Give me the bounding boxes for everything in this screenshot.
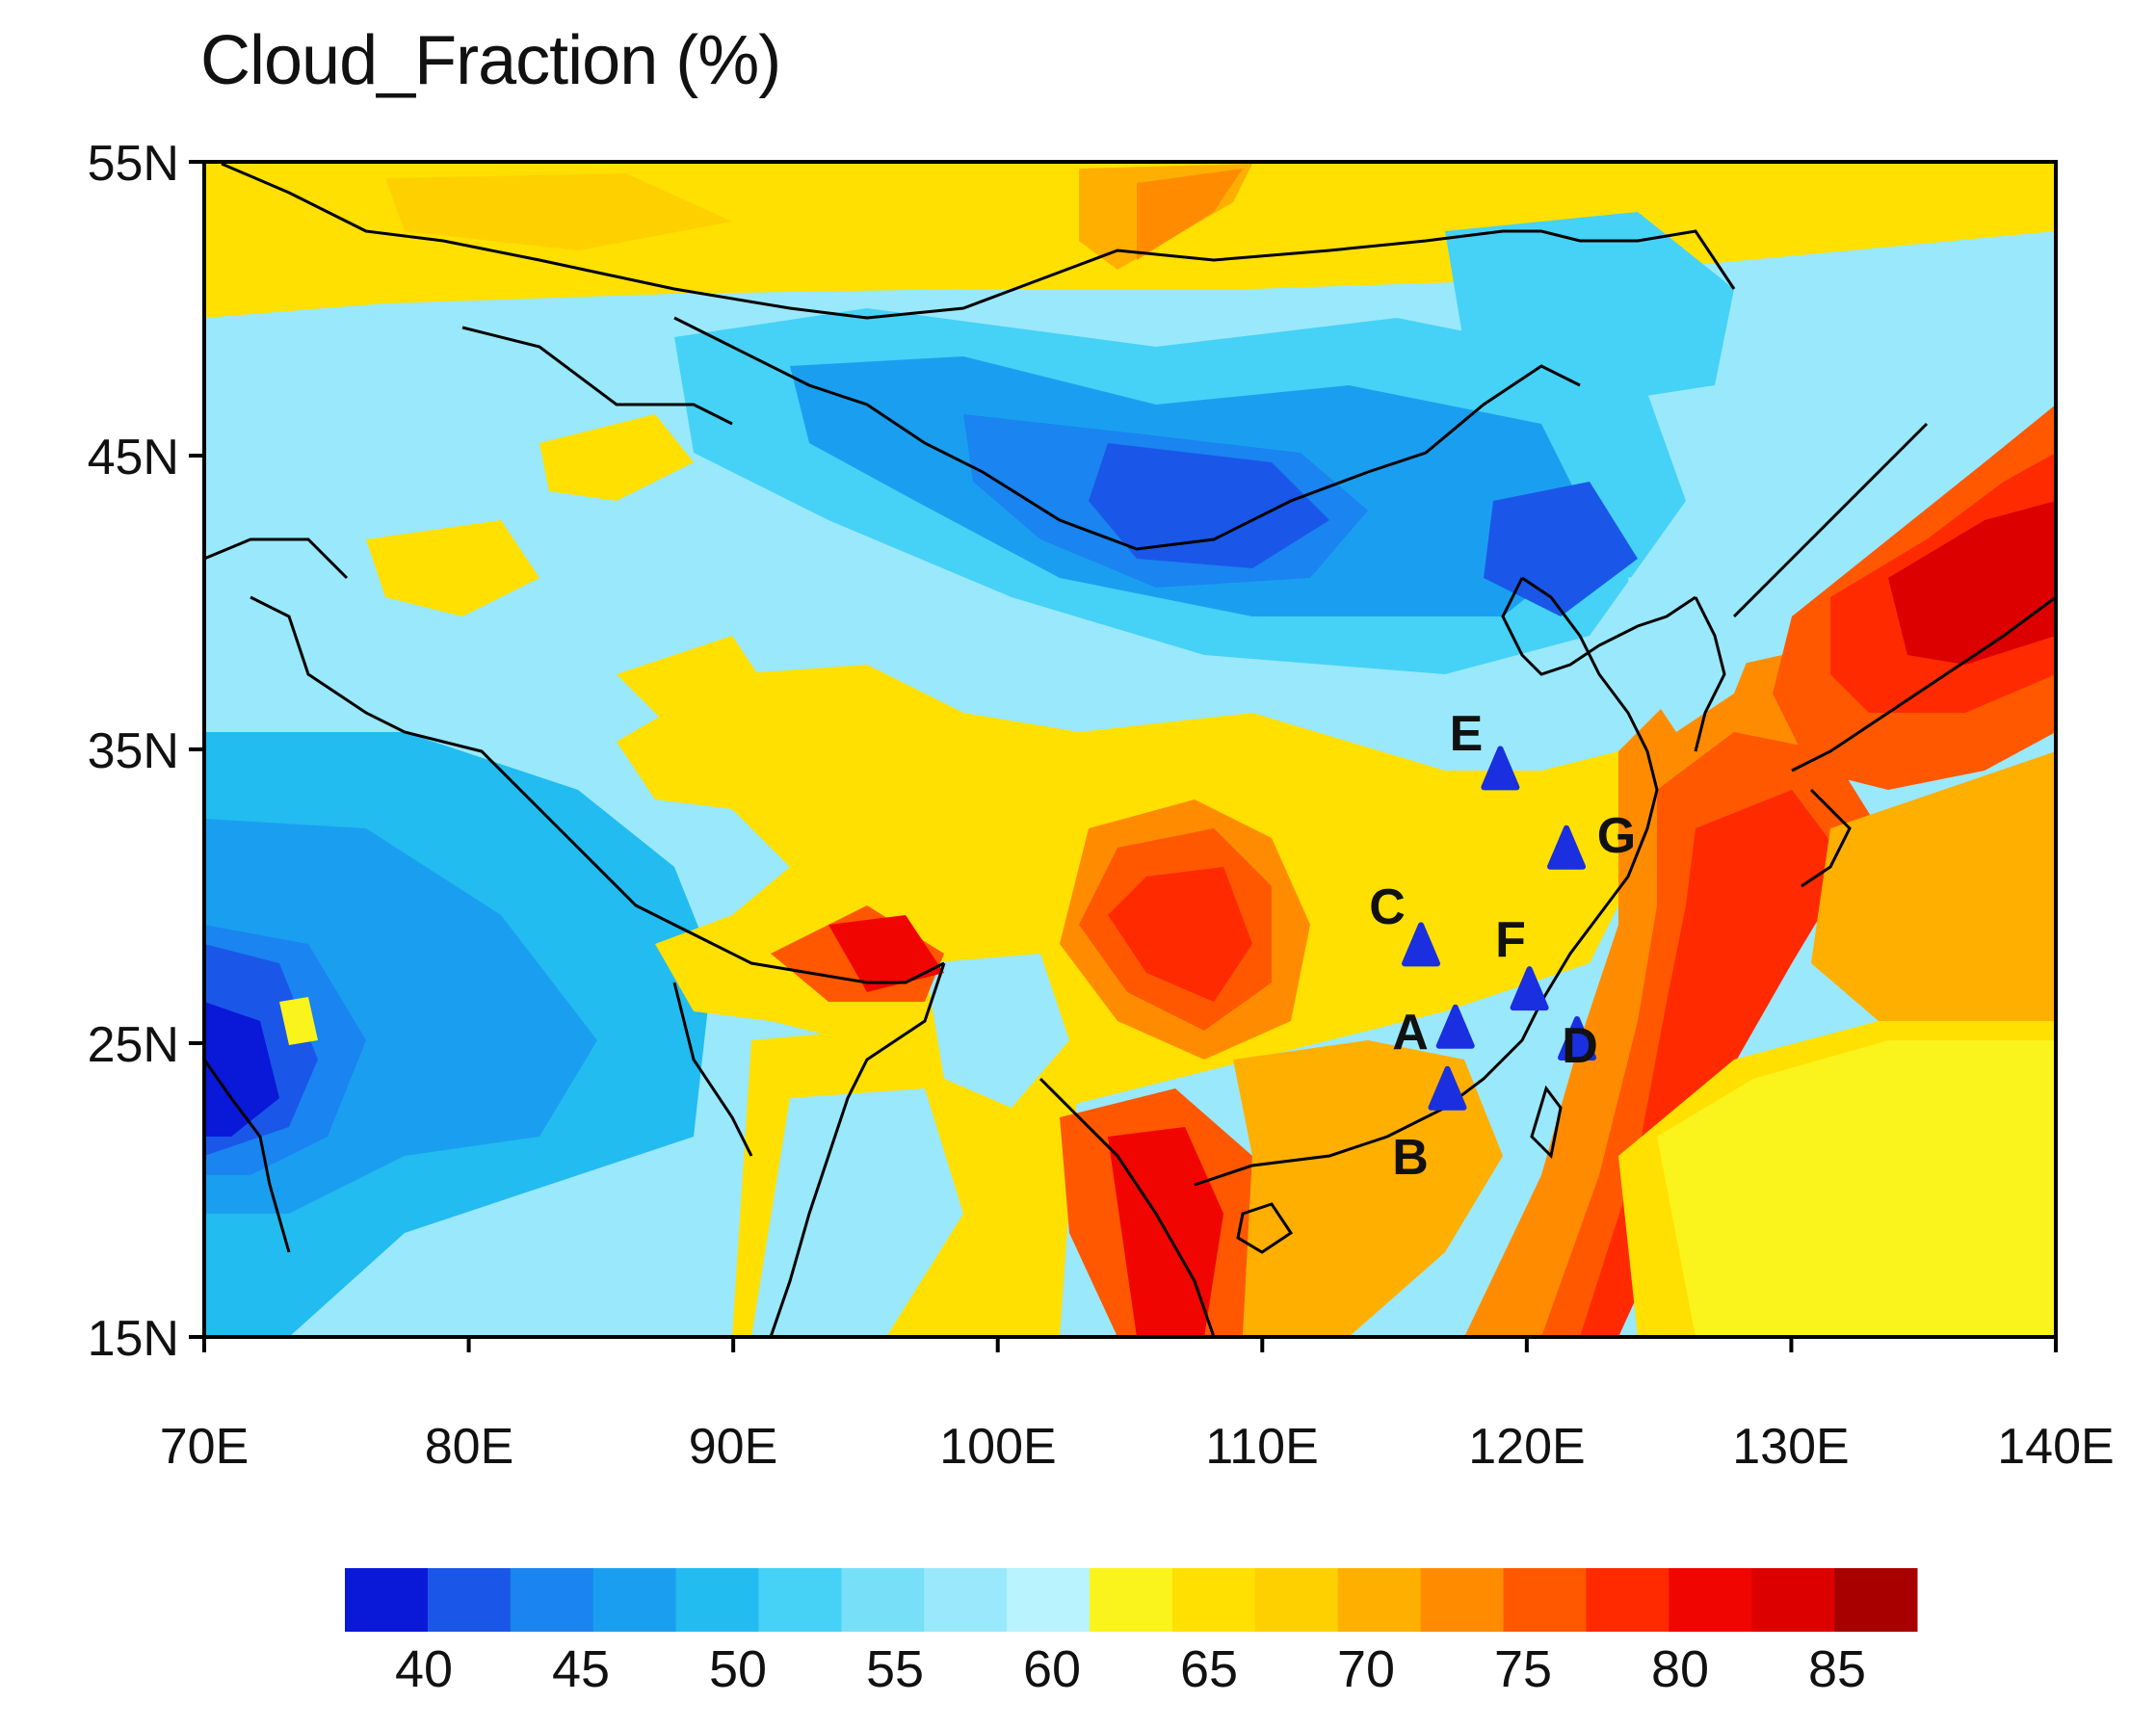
colorbar-label: 45 (551, 1640, 611, 1698)
lon-tick-label: 110E (1205, 1419, 1319, 1475)
site-marker-b (1428, 1065, 1467, 1111)
colorbar-label: 75 (1493, 1640, 1553, 1698)
colorbar-label: 40 (394, 1640, 454, 1698)
lon-tick-label: 70E (159, 1419, 250, 1475)
colorbar-swatch (1090, 1568, 1173, 1632)
colorbar-swatch (1007, 1568, 1091, 1632)
site-marker-g (1547, 825, 1587, 870)
map-title: Cloud_Fraction (%) (200, 22, 781, 99)
site-label-d: D (1562, 1018, 1598, 1074)
colorbar-swatch (1254, 1568, 1339, 1632)
lon-tick-label: 100E (939, 1419, 1057, 1475)
coastlines (204, 162, 2056, 1337)
lat-tick-label: 25N (87, 1017, 179, 1073)
colorbar-swatch (1420, 1568, 1505, 1632)
lon-tick-label: 90E (688, 1419, 778, 1475)
lat-tick-label: 15N (87, 1311, 179, 1367)
axis-ticks (189, 160, 2058, 1352)
colorbar-swatch (758, 1568, 842, 1632)
colorbar-swatch (841, 1568, 925, 1632)
colorbar (345, 1568, 1918, 1632)
site-label-g: G (1596, 808, 1637, 864)
colorbar-swatch (1586, 1568, 1670, 1632)
lon-tick-label: 130E (1732, 1419, 1850, 1475)
site-marker-d (1558, 1015, 1597, 1061)
colorbar-swatch (1669, 1568, 1752, 1632)
colorbar-label: 55 (865, 1640, 925, 1698)
site-markers (1402, 746, 1597, 1111)
colorbar-label: 85 (1807, 1640, 1867, 1698)
site-label-b: B (1392, 1130, 1429, 1186)
colorbar-label: 70 (1336, 1640, 1396, 1698)
site-label-c: C (1369, 879, 1406, 935)
colorbar-swatch (345, 1568, 429, 1632)
lat-tick-label: 35N (87, 723, 179, 779)
colorbar-swatch (924, 1568, 1008, 1632)
site-marker-e (1481, 746, 1520, 791)
colorbar-label: 65 (1179, 1640, 1239, 1698)
colorbar-label: 50 (708, 1640, 768, 1698)
site-label-f: F (1495, 912, 1526, 968)
lat-tick-label: 45N (87, 430, 179, 485)
site-marker-c (1402, 922, 1441, 967)
colorbar-swatch (1834, 1568, 1918, 1632)
colorbar-label: 60 (1022, 1640, 1082, 1698)
colorbar-swatch (510, 1568, 594, 1632)
colorbar-swatch (675, 1568, 759, 1632)
colorbar-swatch (1503, 1568, 1587, 1632)
colorbar-label: 80 (1650, 1640, 1710, 1698)
colorbar-swatch (1751, 1568, 1835, 1632)
cloud-fraction-field (204, 162, 2056, 1337)
lon-tick-label: 140E (1997, 1419, 2115, 1475)
colorbar-swatch (1337, 1568, 1422, 1632)
lon-tick-label: 80E (424, 1419, 514, 1475)
lat-tick-label: 55N (87, 136, 179, 192)
site-label-a: A (1392, 1005, 1429, 1061)
colorbar-swatch (1171, 1568, 1256, 1632)
site-marker-a (1435, 1004, 1475, 1049)
colorbar-swatch (427, 1568, 512, 1632)
colorbar-swatch (592, 1568, 677, 1632)
site-label-e: E (1449, 706, 1484, 762)
site-marker-f (1510, 966, 1549, 1011)
lon-tick-label: 120E (1468, 1419, 1586, 1475)
